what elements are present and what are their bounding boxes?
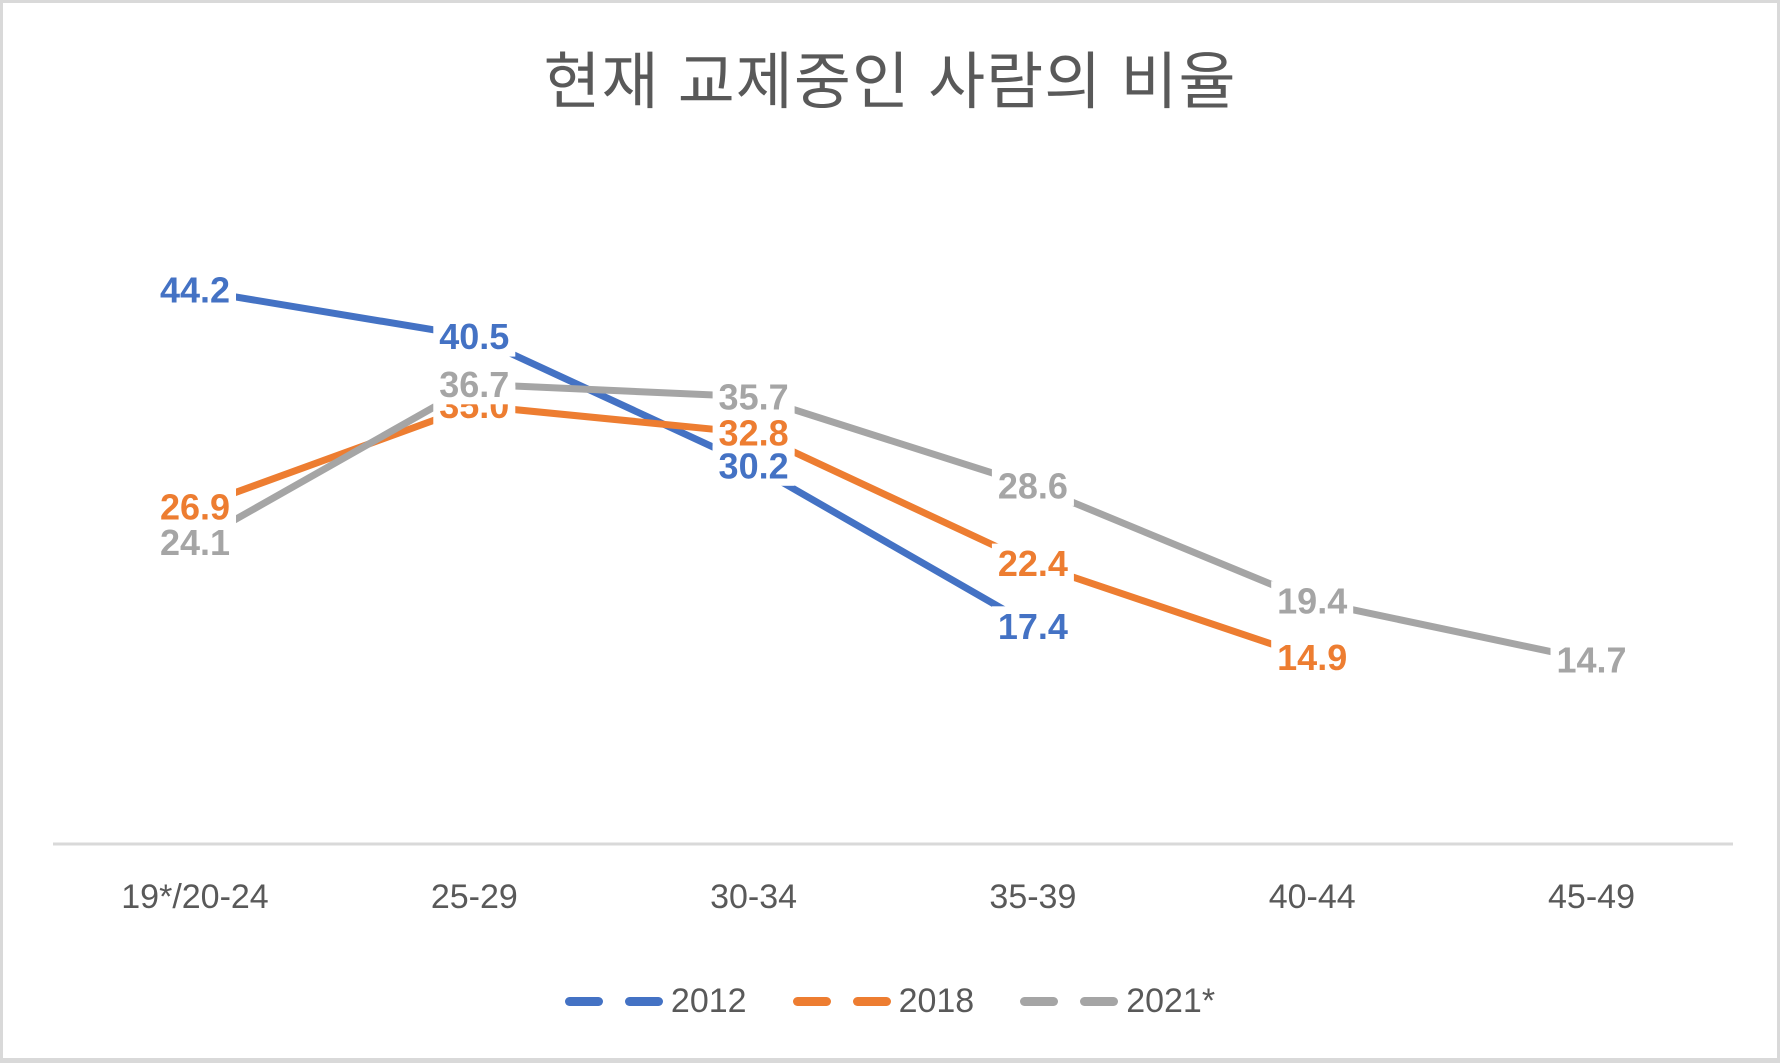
svg-text:26.9: 26.9 [160,487,230,528]
legend-label: 2012 [670,982,747,1020]
legend-item-2021: 2021* [1020,984,1215,1018]
data-label: 28.6 [991,465,1074,506]
legend-dash-icon [792,996,891,1006]
svg-text:32.8: 32.8 [719,413,789,454]
data-label: 26.9 [154,487,236,528]
svg-text:44.2: 44.2 [160,270,230,311]
svg-text:14.7: 14.7 [1556,640,1626,681]
series-line-2021 [193,380,1593,664]
series-lines-layer [193,286,1593,664]
svg-text:35.7: 35.7 [719,376,789,417]
data-label: 24.1 [154,522,236,563]
plot-area: 44.240.530.217.426.935.032.822.414.924.1… [53,270,1733,916]
x-axis-tick-label: 25-29 [431,878,518,916]
legend-item-2012: 2012 [564,982,747,1020]
data-label: 36.7 [433,364,516,405]
data-label: 19.4 [1271,581,1354,622]
data-label: 32.8 [712,413,795,454]
data-label: 44.2 [154,270,236,311]
series-line-2012 [194,286,1035,630]
x-axis-tick-label: 35-39 [989,878,1076,916]
svg-text:36.7: 36.7 [439,364,509,405]
x-axis-ticks-layer: 19*/20-24 25-29 30-34 35-39 40-44 45-49 [121,878,1635,916]
x-axis-tick-label: 30-34 [710,878,797,916]
svg-text:40.5: 40.5 [439,316,509,357]
svg-text:22.4: 22.4 [998,543,1068,584]
data-labels-layer: 44.240.530.217.426.935.032.822.414.924.1… [154,270,1633,681]
legend-item-2018: 2018 [792,982,975,1020]
chart-title: 현재 교제중인 사람의 비율 [543,48,1237,117]
data-label: 14.7 [1550,640,1633,681]
legend: 2012 2018 2021* [3,984,1777,1018]
data-label: 35.7 [712,376,795,417]
svg-text:14.9: 14.9 [1277,637,1347,678]
data-label: 17.4 [991,606,1074,647]
legend-dash-icon [1020,996,1119,1006]
data-label: 14.9 [1271,637,1354,678]
legend-dash-icon [564,996,663,1006]
svg-text:24.1: 24.1 [160,522,230,563]
svg-text:28.6: 28.6 [998,465,1068,506]
legend-label: 2018 [898,982,975,1020]
x-axis-tick-label: 19*/20-24 [121,878,268,916]
x-axis-tick-label: 40-44 [1269,878,1356,916]
data-label: 22.4 [991,543,1074,584]
x-axis-tick-label: 45-49 [1548,878,1635,916]
data-label: 40.5 [433,316,516,357]
svg-text:19.4: 19.4 [1277,581,1347,622]
svg-text:17.4: 17.4 [998,606,1068,647]
legend-label: 2021* [1126,982,1216,1020]
